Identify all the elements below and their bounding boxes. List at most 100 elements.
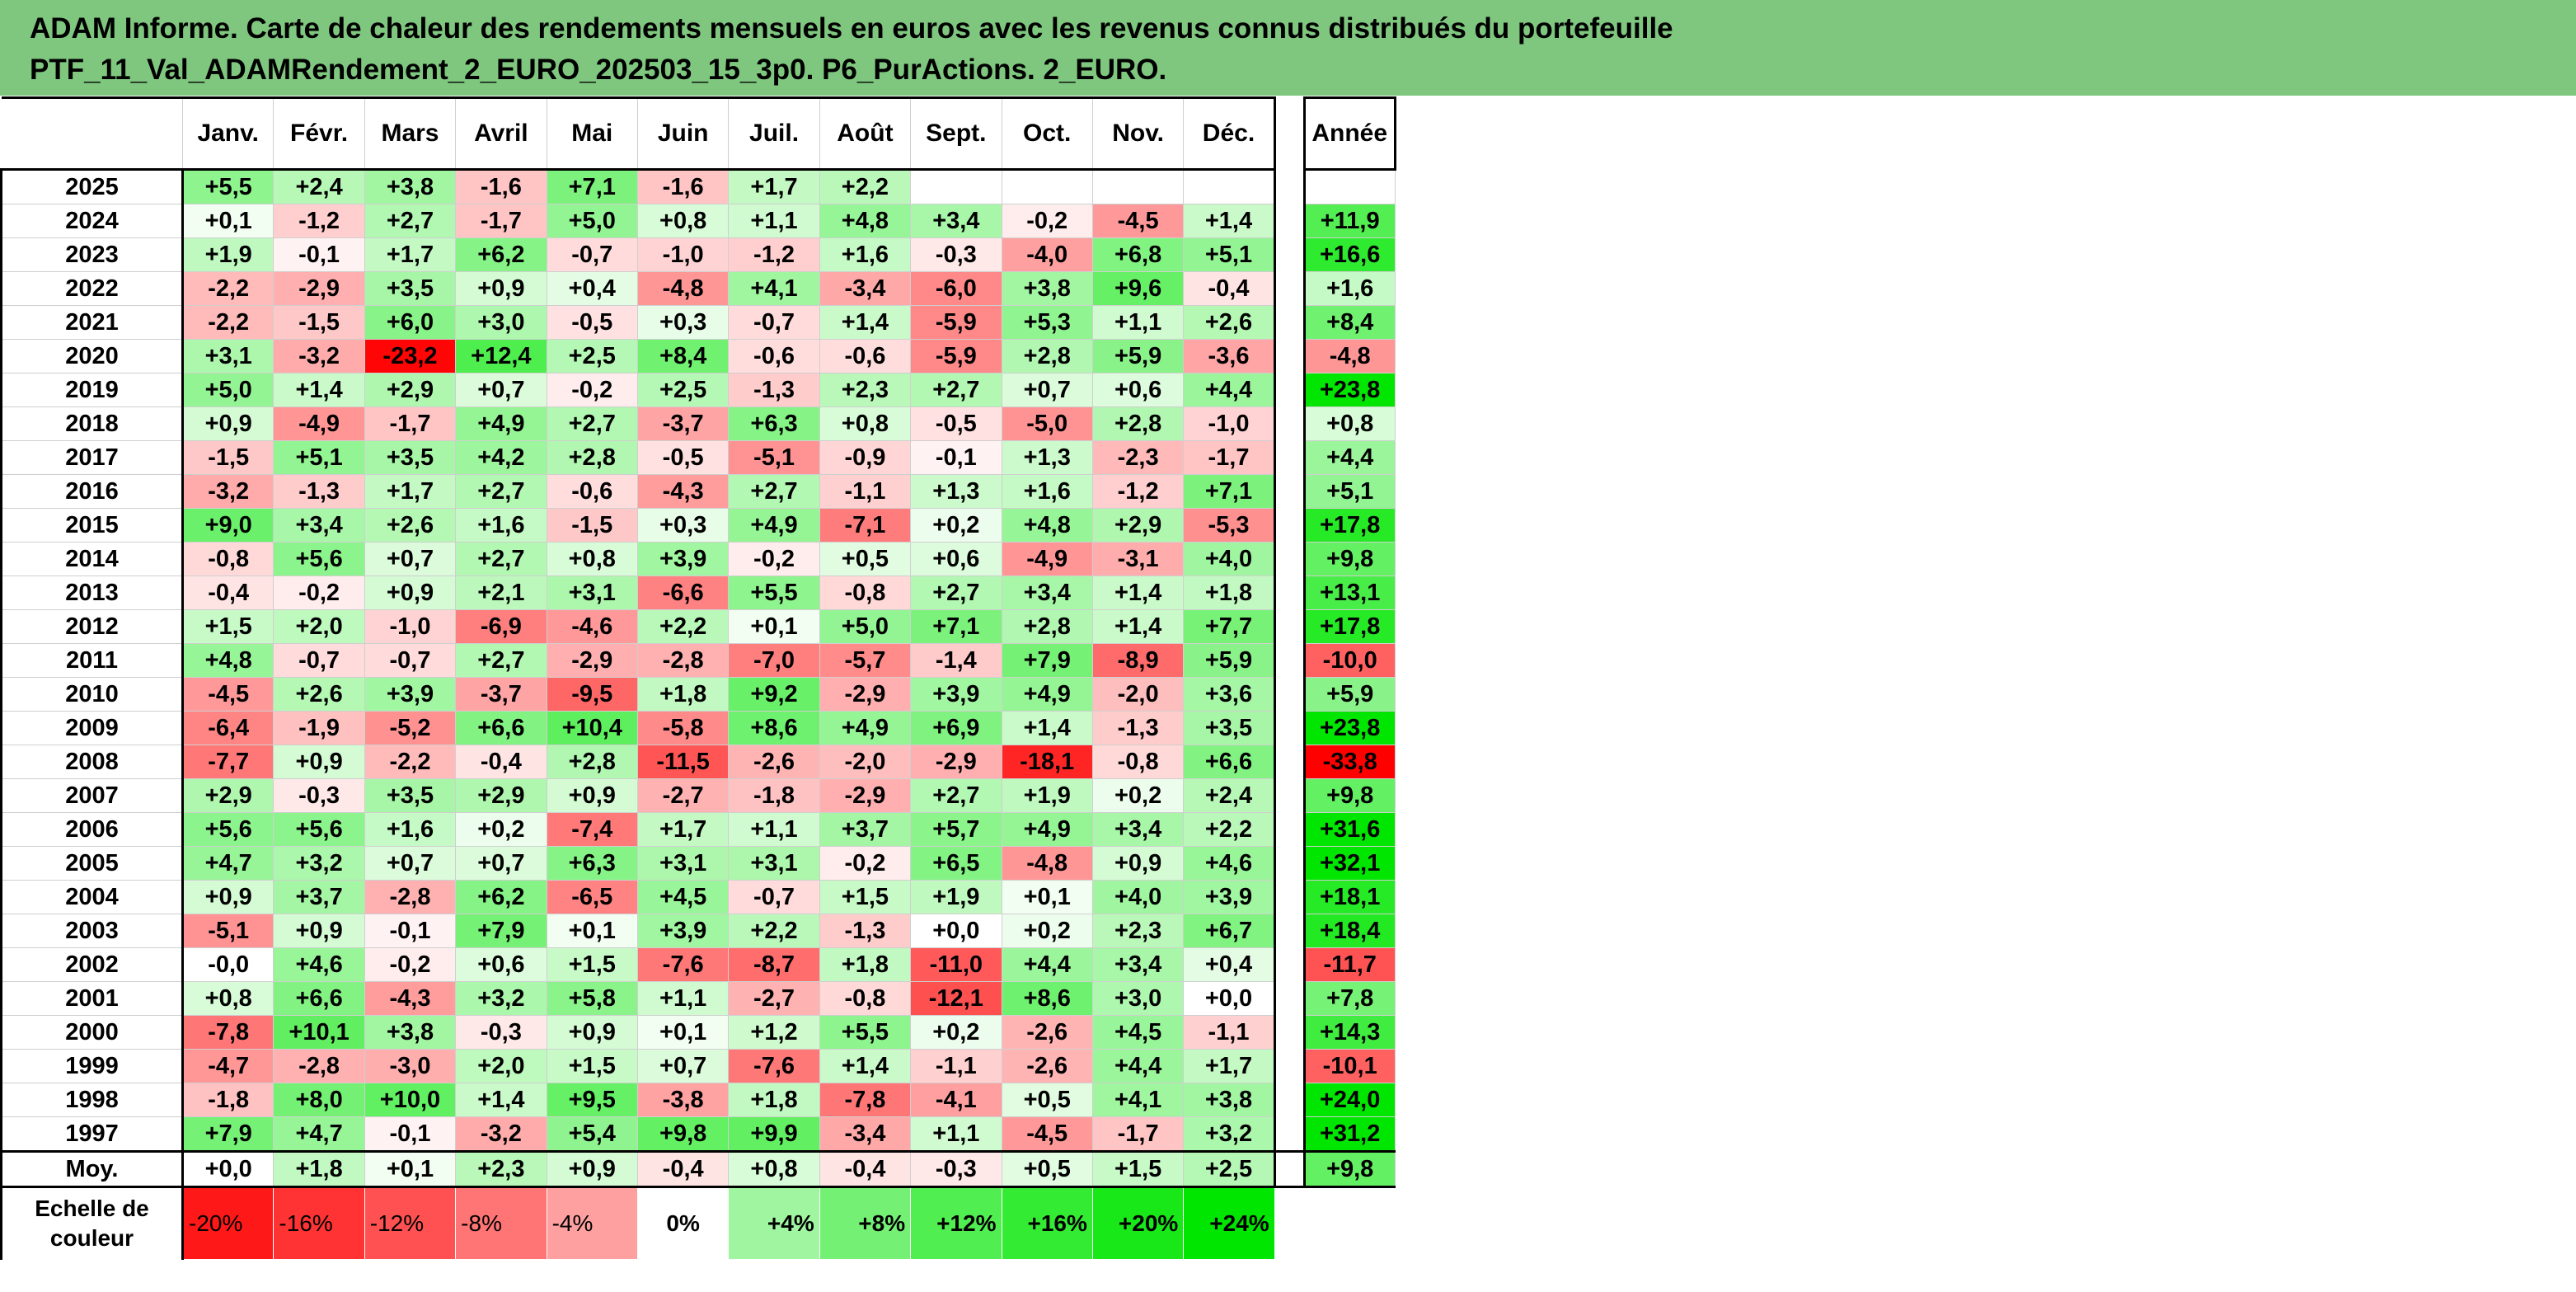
- heat-cell: +4,1: [1091, 1083, 1185, 1117]
- heat-cell: -0,1: [273, 237, 365, 272]
- heat-cell: +0,9: [546, 778, 638, 813]
- heat-cell: +1,1: [910, 1116, 1002, 1152]
- heat-cell: +0,0: [181, 1150, 274, 1188]
- heat-cell: -18,1: [1001, 745, 1093, 779]
- heat-cell: -5,1: [181, 914, 274, 948]
- heat-cell: +1,9: [181, 237, 274, 272]
- heat-cell: -3,2: [181, 474, 274, 509]
- heat-cell: -0,6: [546, 474, 638, 509]
- heat-cell: -0,3: [910, 1150, 1002, 1188]
- heat-cell: -2,6: [1001, 1049, 1093, 1083]
- heat-cell: -0,3: [273, 778, 365, 813]
- heat-cell: +0,7: [364, 542, 457, 576]
- heat-cell: -4,8: [1001, 846, 1093, 881]
- heat-cell: -6,0: [910, 271, 1002, 306]
- gap-cell: [1273, 508, 1306, 543]
- heat-cell: -5,9: [910, 305, 1002, 340]
- heat-cell: -0,8: [1091, 745, 1185, 779]
- heat-cell: -0,1: [364, 914, 457, 948]
- annual-cell: -10,1: [1303, 1049, 1396, 1083]
- heat-cell: +7,9: [455, 914, 547, 948]
- header-corner: [1, 96, 183, 171]
- heat-cell: -0,7: [546, 237, 638, 272]
- heat-cell: +5,9: [1183, 643, 1275, 678]
- heat-cell: -1,7: [1183, 440, 1275, 475]
- heat-cell: -1,7: [455, 204, 547, 238]
- heat-cell: -6,6: [636, 576, 730, 610]
- heat-cell: +3,2: [1183, 1116, 1275, 1152]
- heat-cell: -0,4: [636, 1150, 730, 1188]
- heat-cell: +3,5: [364, 778, 457, 813]
- annual-cell: +7,8: [1303, 981, 1396, 1016]
- annual-cell: +9,8: [1303, 1150, 1396, 1188]
- heat-cell: +0,8: [728, 1150, 820, 1188]
- gap-cell: [1273, 1083, 1306, 1117]
- heat-cell: +6,6: [273, 981, 365, 1016]
- heat-cell: +0,0: [1183, 981, 1275, 1016]
- heat-cell: -2,8: [273, 1049, 365, 1083]
- heat-cell: +6,2: [455, 237, 547, 272]
- heat-cell: +6,0: [364, 305, 457, 340]
- heat-cell: -1,3: [273, 474, 365, 509]
- heat-cell: -5,7: [819, 643, 912, 678]
- heat-cell: -1,1: [819, 474, 912, 509]
- heat-cell: +12,4: [455, 339, 547, 374]
- heat-cell: -0,4: [181, 576, 274, 610]
- year-label: 2021: [0, 305, 184, 340]
- heat-cell: +9,6: [1091, 271, 1185, 306]
- heat-cell: -5,9: [910, 339, 1002, 374]
- heat-cell: -23,2: [364, 339, 457, 374]
- heat-cell: -4,3: [636, 474, 730, 509]
- table-row: 2023 +1,9 -0,1 +1,7 +6,2 -0,7 -1,0 -1,2 +1,6 -0,3…: [0, 237, 1396, 272]
- heat-cell: -0,6: [819, 339, 912, 374]
- heat-cell: +2,7: [455, 542, 547, 576]
- heat-cell: -7,6: [728, 1049, 820, 1083]
- table-row: 2025 +5,5 +2,4 +3,8 -1,6 +7,1 -1,6 +1,7 +2,2: [0, 169, 1396, 204]
- heat-cell: +3,4: [1091, 947, 1185, 982]
- heat-cell: +0,9: [364, 576, 457, 610]
- heat-cell: -2,9: [546, 643, 638, 678]
- heat-cell: -5,8: [636, 711, 730, 745]
- heat-cell: +4,7: [181, 846, 274, 881]
- heat-cell: +3,0: [455, 305, 547, 340]
- gap-cell: [1273, 745, 1306, 779]
- gap-cell: [1273, 305, 1306, 340]
- heat-cell: +0,1: [728, 609, 820, 644]
- table-row: 2007 +2,9 -0,3 +3,5 +2,9 +0,9 -2,7 -1,8 -2,9 +2,7…: [0, 778, 1396, 813]
- annual-cell: +5,9: [1303, 677, 1396, 712]
- heat-cell: -6,9: [455, 609, 547, 644]
- heat-cell: +3,9: [636, 914, 730, 948]
- heat-cell: +0,2: [1091, 778, 1185, 813]
- heat-cell: +1,6: [1001, 474, 1093, 509]
- heat-cell: +6,3: [546, 846, 638, 881]
- heat-cell: -2,0: [1091, 677, 1185, 712]
- heat-cell: +0,2: [910, 508, 1002, 543]
- heat-cell: -0,3: [910, 237, 1002, 272]
- heat-cell: -0,1: [910, 440, 1002, 475]
- heat-cell: +5,6: [181, 812, 274, 847]
- gap-cell: [1273, 609, 1306, 644]
- heat-cell: +5,6: [273, 542, 365, 576]
- heat-cell: +7,9: [181, 1116, 274, 1152]
- table-row: 2016 -3,2 -1,3 +1,7 +2,7 -0,6 -4,3 +2,7 -1,1 +1,3…: [0, 474, 1396, 509]
- column-header: Oct.: [1001, 96, 1093, 171]
- annual-cell: -11,7: [1303, 947, 1396, 982]
- heat-cell: +2,4: [1183, 778, 1275, 813]
- heat-cell: +10,1: [273, 1015, 365, 1050]
- heat-cell: +0,9: [273, 914, 365, 948]
- title-line-2: PTF_11_Val_ADAMRendement_2_EURO_202503_1…: [30, 54, 1167, 86]
- year-label: 2023: [0, 237, 184, 272]
- heat-cell: -4,9: [1001, 542, 1093, 576]
- annual-cell: +11,9: [1303, 204, 1396, 238]
- table-row: 2001 +0,8 +6,6 -4,3 +3,2 +5,8 +1,1 -2,7 -0,8 -12,…: [0, 981, 1396, 1016]
- color-scale-swatch: -12%: [364, 1186, 457, 1260]
- heat-cell: +5,4: [546, 1116, 638, 1152]
- heat-cell: +6,6: [455, 711, 547, 745]
- heat-cell: -0,5: [636, 440, 730, 475]
- heat-cell: -4,6: [546, 609, 638, 644]
- heat-cell: -1,8: [181, 1083, 274, 1117]
- heat-cell: +6,2: [455, 880, 547, 914]
- heat-cell: +1,7: [636, 812, 730, 847]
- heat-cell: [1091, 169, 1185, 204]
- column-header: Juil.: [728, 96, 820, 171]
